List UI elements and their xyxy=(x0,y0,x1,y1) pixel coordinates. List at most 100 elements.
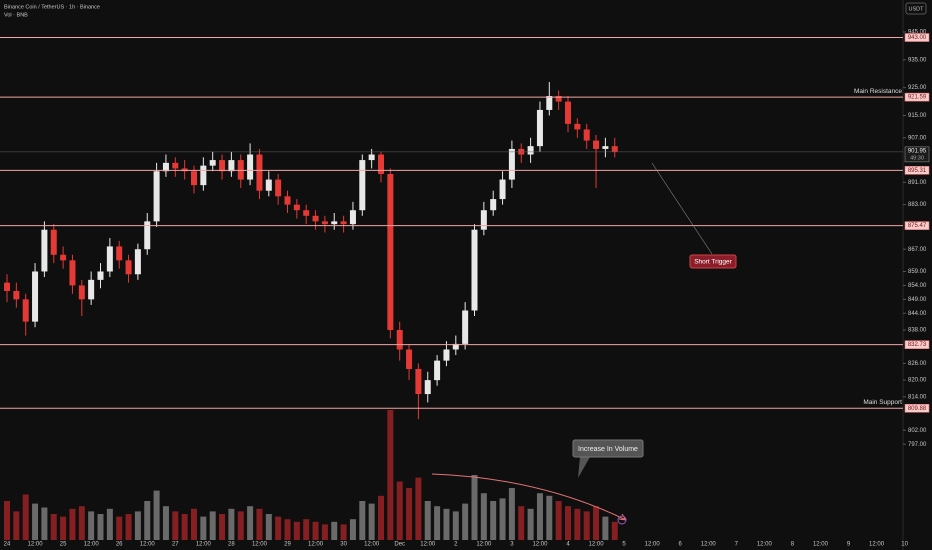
current-price-label: 901.95 xyxy=(908,148,927,154)
y-tick-label: 802.00 xyxy=(908,428,927,434)
candle-body xyxy=(219,160,226,172)
level-label: 832.73 xyxy=(908,342,927,348)
candle-body xyxy=(546,96,553,110)
candle-body xyxy=(162,162,169,172)
currency[interactable]: USDT xyxy=(909,6,925,12)
x-tick-label: 12:00 xyxy=(757,542,773,548)
volume-bar xyxy=(593,506,600,540)
volume-bar xyxy=(4,501,10,540)
trend-arrow-head xyxy=(618,513,627,521)
x-tick-label: 12:00 xyxy=(869,542,885,548)
volume-bar xyxy=(331,521,338,540)
x-tick-label: 2 xyxy=(454,542,458,548)
volume-bar xyxy=(387,410,394,540)
volume-bar xyxy=(424,501,431,540)
level-label-box xyxy=(904,404,930,413)
volume-bar xyxy=(97,514,104,540)
volume-bar xyxy=(106,508,113,540)
x-tick-label: 10 xyxy=(901,542,908,548)
volume-bar xyxy=(508,488,515,540)
candle-body xyxy=(256,154,263,191)
candle-body xyxy=(602,146,609,149)
candle-body xyxy=(172,162,179,169)
candle-body xyxy=(368,154,375,161)
volume-bar xyxy=(228,508,235,540)
volume-bar xyxy=(574,508,581,540)
volume-bar xyxy=(499,498,506,540)
volume-bar xyxy=(237,511,244,540)
x-tick-label: 5 xyxy=(622,542,626,548)
volume-bar xyxy=(452,511,459,540)
candle-body xyxy=(247,154,254,180)
volume-bar xyxy=(275,516,282,540)
volume-bar xyxy=(60,516,67,540)
candle-body xyxy=(60,254,67,261)
volume-bar xyxy=(116,516,123,540)
volume-bar xyxy=(200,516,207,540)
increase-in-volume: Increase In Volume xyxy=(578,446,638,453)
volume-bar xyxy=(162,506,169,540)
level-label: 921.59 xyxy=(908,95,927,101)
candle-body xyxy=(209,160,216,166)
volume-bar xyxy=(340,524,347,540)
candle-body xyxy=(275,179,282,197)
arrow-line xyxy=(651,162,713,255)
candle-body xyxy=(462,310,469,344)
candle-body xyxy=(434,360,441,381)
volume-bar xyxy=(359,501,366,540)
candle-body xyxy=(106,246,113,272)
volume-bar xyxy=(518,506,525,540)
volume-bar xyxy=(78,506,85,540)
y-tick-label: 820.00 xyxy=(908,378,927,384)
candle-body xyxy=(293,204,300,211)
candle-body xyxy=(536,109,543,147)
volume-bar xyxy=(134,511,141,540)
currency-box[interactable] xyxy=(905,2,927,15)
y-tick-label: 883.00 xyxy=(908,202,927,208)
candle-body xyxy=(312,215,319,222)
x-tick-label: 26 xyxy=(116,542,123,548)
x-tick-label: 12:00 xyxy=(476,542,492,548)
volume-bar xyxy=(415,477,422,540)
volume-bar xyxy=(565,506,571,540)
y-tick-label: 838.00 xyxy=(908,328,927,334)
volume-bar xyxy=(181,514,188,540)
candle-body xyxy=(406,349,413,369)
candle-body xyxy=(555,96,562,102)
volume-bar xyxy=(284,519,291,540)
x-tick-label: 8 xyxy=(791,542,795,548)
level-name: Main Support xyxy=(863,399,902,406)
candle-body xyxy=(415,368,422,395)
y-tick-label: 867.00 xyxy=(908,247,927,253)
x-tick-label: 12:00 xyxy=(813,542,829,548)
trend-curve xyxy=(431,473,627,521)
candle-body xyxy=(359,160,366,211)
short-trigger-box xyxy=(689,254,737,269)
volume-bar xyxy=(144,501,151,540)
short-trigger: Short Trigger xyxy=(694,259,732,266)
x-tick-label: 12:00 xyxy=(196,542,212,548)
candle-body xyxy=(144,221,151,250)
volume-bar xyxy=(312,521,319,540)
level-label-box xyxy=(904,92,930,102)
candle-body xyxy=(452,343,459,350)
x-tick-label: 12:00 xyxy=(308,542,324,548)
volume-bar xyxy=(434,506,441,540)
candle-body xyxy=(303,210,310,216)
volume-bar xyxy=(32,503,39,540)
volume-bar xyxy=(125,514,132,540)
volume-bar xyxy=(583,511,590,540)
volume-bar xyxy=(349,519,356,540)
candle-body xyxy=(490,199,497,211)
level-name: Main Resistance xyxy=(854,88,902,95)
x-tick-label: 4 xyxy=(566,542,570,548)
candle-body xyxy=(41,229,48,272)
volume-bar xyxy=(265,514,272,540)
volume-bar xyxy=(219,514,226,540)
volume-bar xyxy=(555,501,562,540)
volume-bar xyxy=(209,511,216,540)
y-tick-label: 849.00 xyxy=(908,297,927,303)
y-tick-label: 797.00 xyxy=(908,442,927,448)
